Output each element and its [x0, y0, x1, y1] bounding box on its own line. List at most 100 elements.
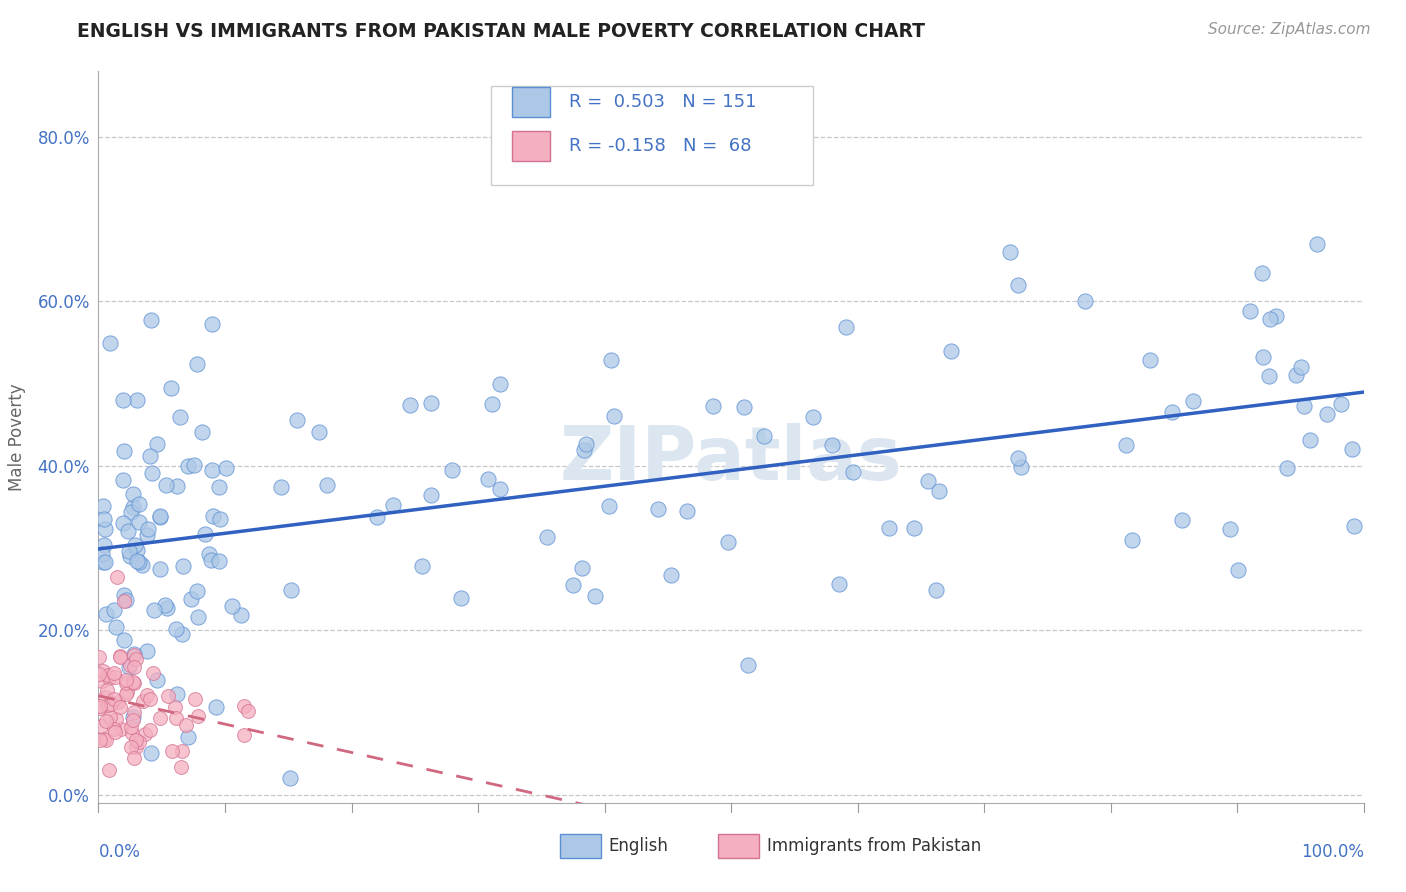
Point [104, 669, 127, 683]
Point [93, 732, 115, 747]
Point [96, 733, 118, 747]
Point [125, 733, 148, 747]
Point [201, 317, 224, 331]
Point [149, 562, 172, 576]
Point [229, 608, 252, 623]
Point [157, 689, 180, 703]
Point [177, 459, 200, 474]
Point [120, 740, 142, 755]
Point [146, 436, 169, 450]
Point [575, 437, 598, 451]
Point [91, 547, 114, 561]
Point [94, 714, 117, 729]
Point [1343, 519, 1365, 533]
Point [121, 726, 143, 740]
Point [1258, 369, 1281, 384]
Point [128, 497, 150, 511]
Point [160, 744, 183, 758]
Point [125, 739, 148, 754]
Point [120, 720, 142, 734]
Point [285, 413, 308, 427]
Point [97, 698, 120, 712]
Point [1074, 294, 1097, 309]
Point [104, 724, 127, 739]
Point [1007, 277, 1029, 292]
Point [117, 524, 139, 538]
Point [278, 771, 301, 785]
Point [166, 479, 188, 493]
Point [1275, 460, 1298, 475]
Point [89, 649, 111, 664]
Point [91, 664, 114, 678]
Point [676, 504, 699, 518]
Point [125, 543, 148, 558]
Point [112, 516, 135, 530]
FancyBboxPatch shape [491, 86, 813, 185]
Point [131, 558, 153, 572]
Point [201, 463, 224, 477]
Point [925, 583, 948, 598]
Point [128, 516, 150, 530]
Point [600, 353, 623, 368]
Point [98, 763, 121, 777]
Point [1260, 311, 1282, 326]
Point [1239, 304, 1261, 318]
Point [122, 706, 145, 720]
Text: ZIPatlas: ZIPatlas [560, 423, 903, 496]
Point [801, 410, 824, 425]
Point [112, 392, 135, 407]
Point [1007, 451, 1029, 466]
Point [207, 554, 229, 568]
Point [917, 474, 939, 488]
Point [1181, 393, 1204, 408]
Point [1160, 405, 1182, 419]
Point [142, 665, 165, 680]
Point [103, 666, 125, 681]
Point [93, 522, 115, 536]
Point [208, 480, 231, 494]
Point [733, 401, 755, 415]
Text: R = -0.158   N =  68: R = -0.158 N = 68 [569, 137, 752, 155]
Point [118, 660, 141, 674]
Point [93, 555, 115, 569]
Point [141, 466, 163, 480]
Text: 0.0%: 0.0% [98, 843, 141, 861]
Point [89, 699, 111, 714]
Point [828, 577, 851, 591]
Point [1226, 563, 1249, 577]
Text: Source: ZipAtlas.com: Source: ZipAtlas.com [1208, 22, 1371, 37]
Point [215, 460, 238, 475]
FancyBboxPatch shape [718, 833, 759, 858]
Point [112, 443, 135, 458]
Point [1171, 513, 1194, 527]
Point [112, 588, 135, 602]
Point [1139, 353, 1161, 368]
Point [488, 376, 510, 391]
Point [204, 700, 226, 714]
Point [124, 660, 146, 674]
Point [201, 508, 224, 523]
Point [1250, 267, 1272, 281]
Point [821, 438, 844, 452]
Point [481, 397, 503, 411]
Point [108, 650, 131, 665]
Point [702, 399, 724, 413]
Point [194, 527, 217, 541]
Point [97, 671, 120, 685]
Point [112, 594, 135, 608]
FancyBboxPatch shape [512, 87, 550, 118]
Point [316, 477, 339, 491]
Point [489, 482, 512, 496]
Point [89, 701, 111, 715]
Point [108, 649, 131, 664]
Text: English: English [609, 837, 668, 855]
Point [174, 718, 197, 732]
Point [146, 673, 169, 687]
Point [939, 344, 962, 359]
Point [124, 648, 146, 662]
Point [998, 245, 1021, 260]
Point [115, 673, 138, 687]
Point [659, 568, 682, 582]
Point [103, 722, 125, 736]
Point [308, 425, 330, 439]
